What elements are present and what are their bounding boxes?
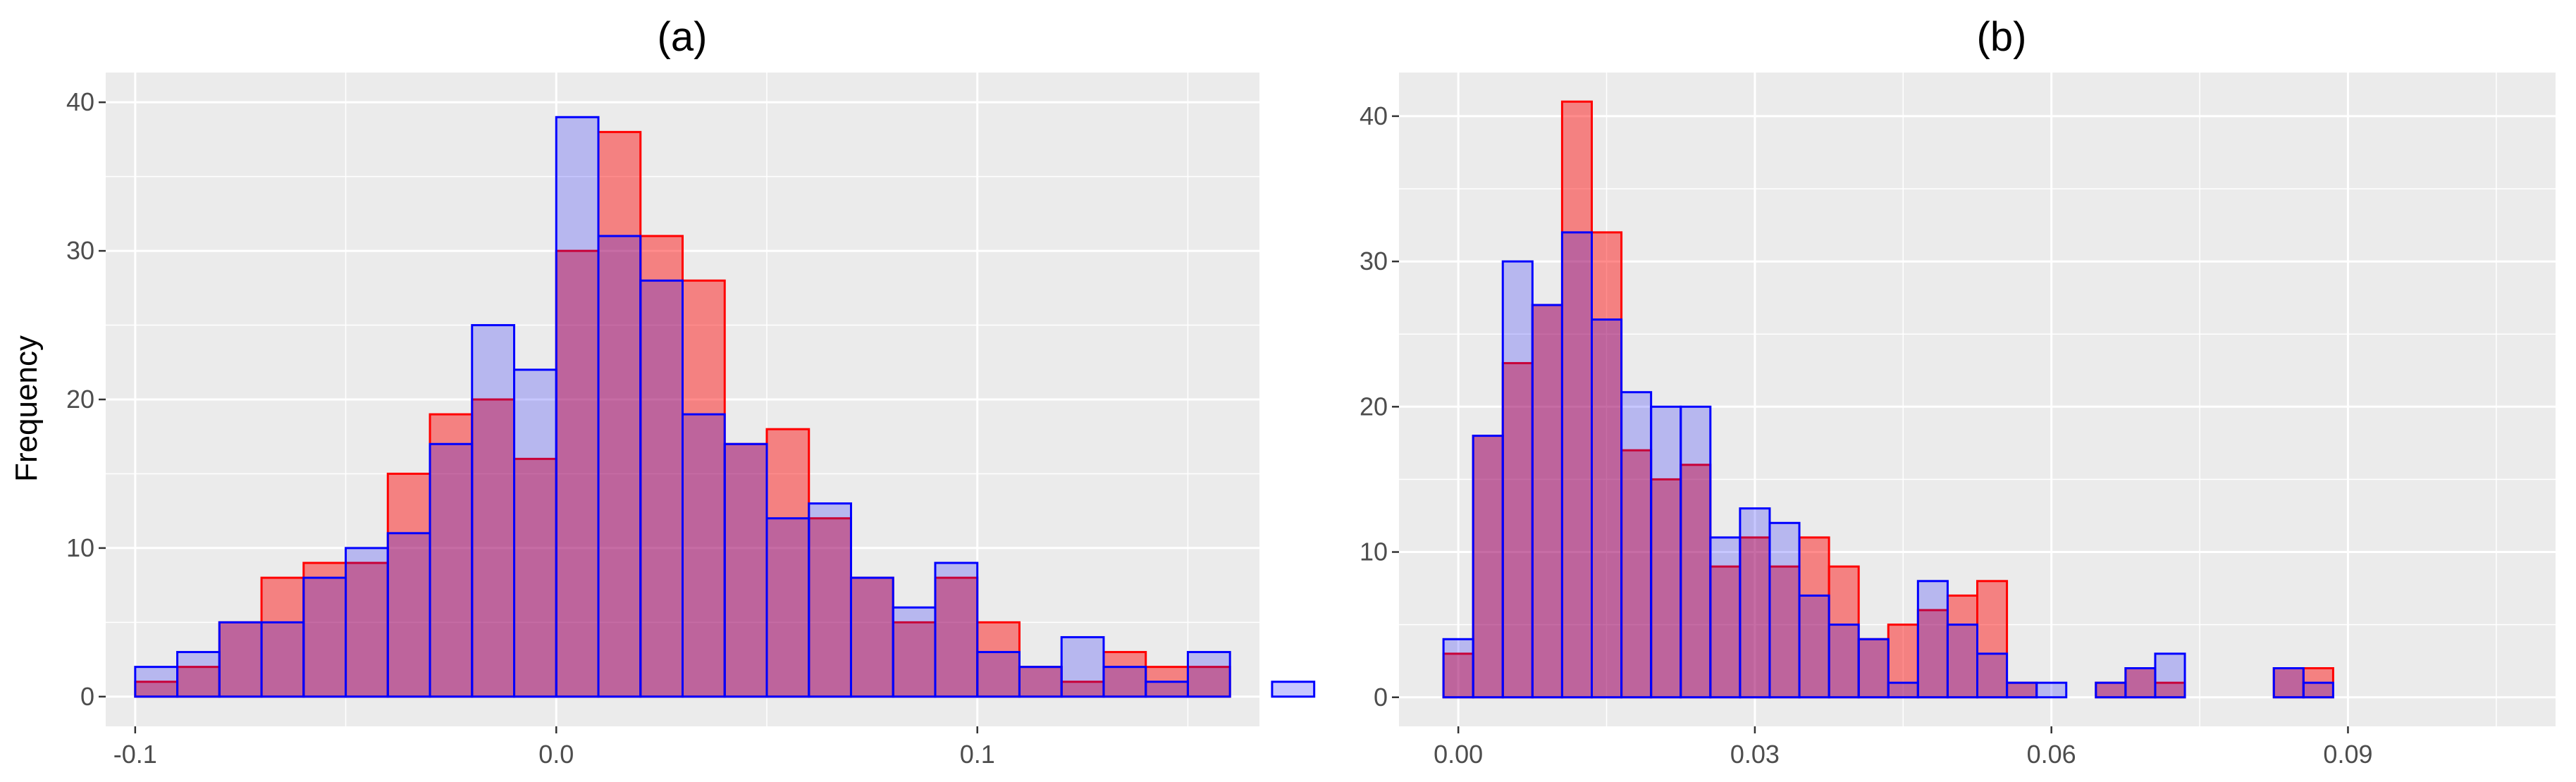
histogram-bar xyxy=(176,651,221,698)
histogram-bar xyxy=(2154,652,2186,699)
histogram-bar xyxy=(1916,580,1949,699)
histogram-bar xyxy=(1768,521,1801,699)
histogram-bar xyxy=(1798,594,1830,699)
histogram-bar xyxy=(555,116,600,698)
histogram-bar xyxy=(2272,667,2305,699)
histogram-bar xyxy=(639,235,684,698)
histogram-bar xyxy=(2006,681,2038,699)
histogram-bar xyxy=(1680,405,1712,699)
histogram-bar xyxy=(429,442,474,698)
panel-a-x-tick-label: 0.1 xyxy=(960,740,995,769)
histogram-bar xyxy=(765,428,811,698)
histogram-bar xyxy=(1442,638,1474,699)
histogram-bar xyxy=(808,502,852,698)
histogram-bar xyxy=(1560,231,1594,699)
histogram-bar xyxy=(1857,638,1890,699)
panel-b-y-tick-label: 10 xyxy=(1360,538,1388,566)
histogram-bar xyxy=(1531,304,1563,699)
panel-b-x-tick-label: 0.03 xyxy=(1730,740,1780,769)
histogram-bar xyxy=(1739,507,1771,699)
panel-b-x-tick-label: 0.00 xyxy=(1434,740,1483,769)
histogram-bar xyxy=(1709,565,1742,699)
histogram-bar xyxy=(345,561,389,698)
histogram-bar xyxy=(1591,318,1623,699)
histogram-bar xyxy=(723,442,768,698)
panel-a-y-tick-label: 0 xyxy=(80,682,94,711)
histogram-bar xyxy=(808,517,852,698)
histogram-bar xyxy=(1271,681,1316,698)
histogram-bar xyxy=(1946,623,1979,699)
histogram-panel-a: 0 10 20 30 40 -0.1 0.0 0.1 (a) Frequency xyxy=(9,14,2200,769)
panel-a-series-blue xyxy=(134,116,1316,698)
histogram-bar xyxy=(1102,666,1147,698)
panel-a-title: (a) xyxy=(658,14,708,60)
histogram-bar xyxy=(260,576,305,698)
panel-b-title: (b) xyxy=(1977,14,2027,60)
histogram-bar xyxy=(1186,651,1231,698)
histogram-bar xyxy=(134,666,179,698)
histogram-bar xyxy=(682,413,726,698)
histogram-bar xyxy=(1018,666,1063,698)
histogram-bar xyxy=(302,576,347,698)
histogram-bar xyxy=(386,532,431,698)
histogram-bar xyxy=(1739,536,1771,699)
histogram-bar xyxy=(2124,667,2157,699)
histogram-bar xyxy=(1501,260,1534,699)
histogram-bar xyxy=(1709,536,1742,699)
histogram-bar xyxy=(471,324,516,698)
histogram-bar xyxy=(513,368,557,698)
histogram-bar xyxy=(2302,681,2334,699)
panel-a-y-tick-label: 10 xyxy=(66,533,94,562)
panel-b-y-tick-label: 0 xyxy=(1374,683,1388,712)
panel-a-y-axis-label: Frequency xyxy=(9,335,44,482)
histogram-bar xyxy=(597,235,642,698)
panel-a-series-red xyxy=(134,130,2200,698)
histogram-bar xyxy=(2035,681,2068,699)
histogram-bar xyxy=(1060,635,1105,698)
histogram-bar xyxy=(1620,449,1653,699)
panel-b-y-tick-label: 30 xyxy=(1360,247,1388,275)
histogram-bar xyxy=(597,130,642,698)
panel-a-y-tick-label: 20 xyxy=(66,385,94,414)
histogram-bar xyxy=(765,517,811,698)
histogram-bar xyxy=(934,561,979,698)
histogram-bar xyxy=(976,651,1021,698)
histogram-panel-b: 0 10 20 30 40 0.00 0.03 0.06 0.09 (b) xyxy=(1360,14,2556,769)
panel-b-y-tick-label: 20 xyxy=(1360,392,1388,421)
panel-b-y-tick-label: 40 xyxy=(1360,101,1388,130)
histogram-bar xyxy=(218,621,263,698)
histogram-bar xyxy=(723,442,768,698)
histogram-bar xyxy=(1828,623,1860,699)
panel-a-x-tick-label: 0.0 xyxy=(538,740,574,769)
histogram-bar xyxy=(1472,435,1504,699)
histogram-bar xyxy=(892,606,937,698)
histogram-bar xyxy=(1887,681,1919,699)
histogram-bar xyxy=(682,279,726,698)
panel-a-y-tick-label: 40 xyxy=(66,87,94,116)
histogram-bar xyxy=(639,279,684,698)
histogram-bar xyxy=(1145,681,1189,698)
histogram-bar xyxy=(1620,391,1653,699)
panel-a-y-tick-label: 30 xyxy=(66,236,94,265)
histogram-bar xyxy=(471,398,516,698)
histogram-bar xyxy=(2095,681,2127,699)
histogram-bar xyxy=(345,547,389,698)
histogram-bar xyxy=(302,561,347,698)
histogram-bar xyxy=(260,621,305,698)
panel-b-series-blue xyxy=(1442,231,2334,699)
panel-a-x-tick-label: -0.1 xyxy=(113,740,157,769)
histogram-bar xyxy=(1501,361,1534,699)
histogram-bar xyxy=(1887,623,1919,699)
histogram-bar xyxy=(849,576,894,698)
histogram-bar xyxy=(1976,652,2009,699)
histogram-bar xyxy=(1650,405,1682,699)
panel-b-x-tick-label: 0.09 xyxy=(2323,740,2372,769)
panel-b-x-tick-label: 0.06 xyxy=(2027,740,2076,769)
